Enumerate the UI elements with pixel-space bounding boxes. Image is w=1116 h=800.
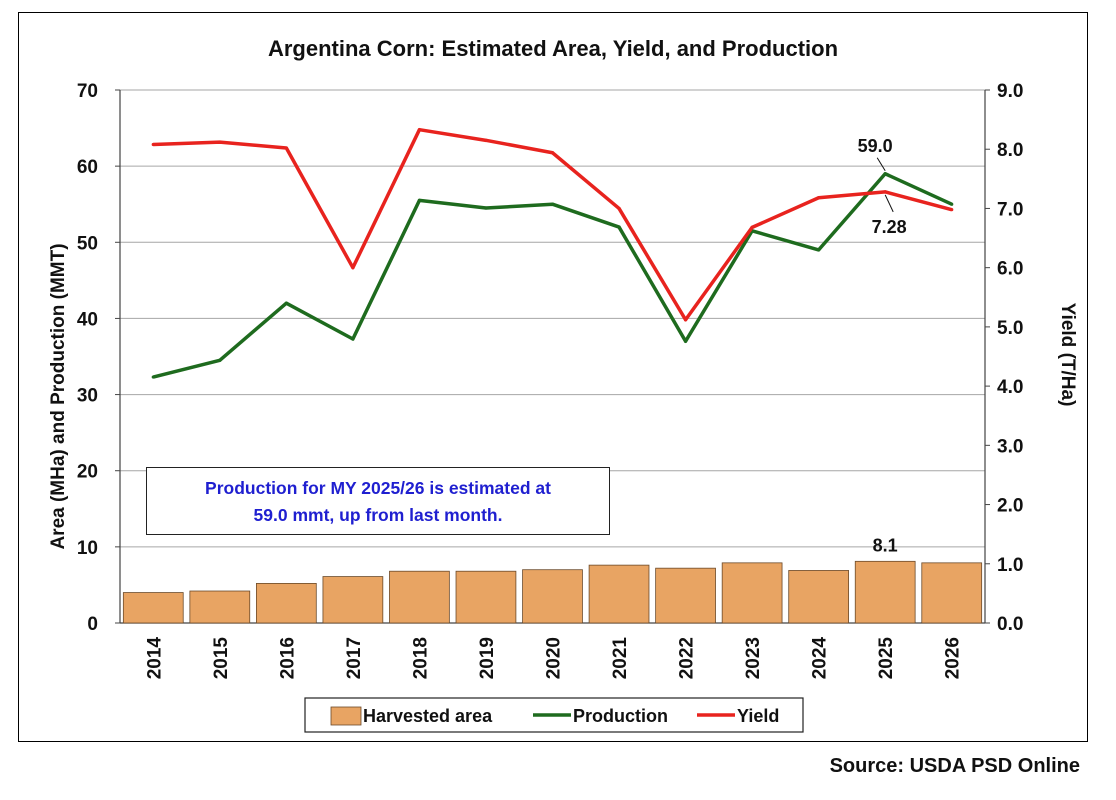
annotation-leader — [884, 194, 894, 213]
y-right-tick-label: 4.0 — [997, 377, 1023, 398]
x-tick-label: 2021 — [610, 637, 631, 680]
production-line-point — [817, 248, 821, 252]
x-tick-label: 2017 — [344, 637, 365, 679]
y-right-tick-label: 0.0 — [997, 614, 1023, 635]
production-line-point — [218, 358, 222, 362]
chart-frame — [18, 12, 1088, 742]
y-left-tick-label: 70 — [77, 81, 98, 102]
yield-line-point — [284, 146, 288, 150]
x-tick-label: 2025 — [876, 637, 897, 680]
chart-title: Argentina Corn: Estimated Area, Yield, a… — [268, 36, 838, 61]
y-left-tick-label: 40 — [77, 309, 98, 330]
bar-harvested-area — [122, 592, 184, 624]
annotation-leader — [876, 157, 886, 172]
y-right-tick-label: 8.0 — [997, 140, 1023, 161]
annotation-production-2025: 59.0 — [858, 136, 893, 156]
production-line-point — [417, 198, 422, 203]
production-line-point — [351, 337, 355, 341]
y-left-axis-title: Area (MHa) and Production (MMT) — [48, 243, 69, 549]
bar-harvested-area — [854, 560, 916, 624]
yield-line — [153, 127, 953, 322]
production-line-point — [550, 202, 555, 206]
x-tick-label: 2015 — [211, 637, 232, 680]
y-right-axis-title: Yield (T/Ha) — [1057, 303, 1078, 407]
production-line-point — [484, 206, 488, 210]
annotation-area-2025: 8.1 — [873, 535, 898, 555]
y-right-tick-label: 1.0 — [997, 555, 1023, 576]
yield-line-point — [550, 151, 555, 155]
x-tick-label: 2022 — [677, 637, 698, 679]
bar-harvested-area — [921, 562, 983, 624]
note-line-2: 59.0 mmt, up from last month. — [253, 505, 503, 525]
y-left-tick-label: 50 — [77, 233, 98, 254]
yield-line-point — [750, 225, 754, 229]
production-line-point — [151, 375, 155, 379]
yield-line-point — [617, 206, 621, 211]
legend-label-yield: Yield — [737, 706, 779, 726]
production-line-point — [950, 202, 954, 206]
legend-label-harvested-area: Harvested area — [363, 706, 493, 726]
bar-harvested-area — [721, 562, 783, 624]
note-line-1: Production for MY 2025/26 is estimated a… — [205, 478, 551, 498]
legend-swatch-harvested-area — [330, 706, 362, 726]
yield-line-point — [950, 208, 954, 212]
y-right-tick-label: 6.0 — [997, 259, 1023, 280]
y-left-tick-label: 10 — [77, 538, 98, 559]
x-tick-label: 2018 — [410, 637, 431, 679]
x-tick-label: 2016 — [277, 637, 298, 679]
x-tick-label: 2014 — [144, 637, 165, 680]
yield-line-point — [883, 190, 887, 194]
yield-line-point — [683, 318, 688, 322]
y-right-tick-label: 7.0 — [997, 199, 1023, 220]
y-right-tick-label: 5.0 — [997, 318, 1023, 339]
bar-harvested-area — [389, 570, 450, 624]
legend-label-production: Production — [573, 706, 668, 726]
production-line-point — [284, 301, 288, 305]
y-left-tick-label: 60 — [77, 157, 98, 178]
x-tick-label: 2024 — [810, 637, 831, 680]
y-right-tick-label: 2.0 — [997, 496, 1023, 517]
y-left-tick-label: 30 — [77, 386, 98, 407]
bar-harvested-area — [788, 570, 849, 624]
x-tick-label: 2026 — [943, 637, 964, 679]
y-left-tick-label: 20 — [77, 462, 98, 483]
production-line-point — [683, 339, 688, 343]
yield-line-point — [484, 138, 488, 142]
y-right-tick-label: 3.0 — [997, 436, 1023, 457]
bar-harvested-area — [189, 590, 251, 624]
bar-harvested-area — [455, 570, 517, 624]
bar-harvested-area — [322, 576, 384, 624]
bar-harvested-area — [256, 583, 317, 624]
x-tick-label: 2023 — [743, 637, 764, 679]
bar-harvested-area — [522, 569, 583, 624]
yield-line-point — [417, 128, 422, 132]
x-tick-label: 2019 — [477, 637, 498, 679]
yield-line-point — [351, 266, 355, 270]
x-tick-label: 2020 — [544, 637, 565, 679]
y-left-tick-label: 0 — [87, 614, 98, 635]
production-line-point — [617, 225, 621, 229]
yield-line-point — [151, 142, 155, 147]
bar-harvested-area — [588, 564, 650, 624]
annotation-note: Production for MY 2025/26 is estimated a… — [146, 467, 610, 535]
annotation-yield-2025: 7.28 — [872, 217, 907, 237]
source-label: Source: USDA PSD Online — [829, 755, 1080, 777]
yield-line-point — [817, 196, 821, 200]
bar-harvested-area — [655, 567, 716, 624]
yield-line-point — [218, 140, 222, 144]
y-right-tick-label: 9.0 — [997, 81, 1023, 102]
production-line-point — [883, 172, 887, 176]
